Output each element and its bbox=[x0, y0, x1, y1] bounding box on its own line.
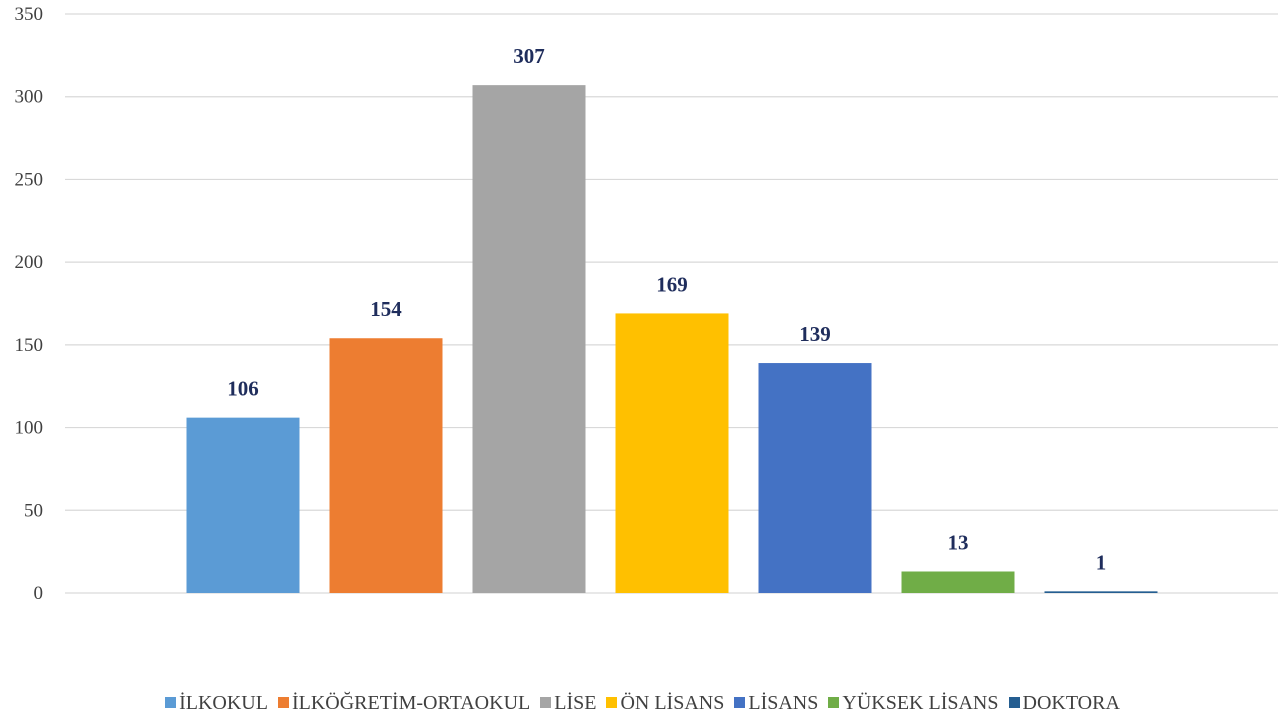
legend-item: İLKOKUL bbox=[165, 690, 268, 716]
legend-swatch bbox=[828, 697, 840, 708]
bar-3 bbox=[472, 85, 586, 594]
bar-4 bbox=[615, 313, 729, 593]
bar-5 bbox=[758, 363, 872, 593]
legend-label: YÜKSEK LİSANS bbox=[842, 692, 999, 714]
legend-swatch bbox=[540, 697, 552, 708]
y-tick-label: 250 bbox=[15, 169, 44, 190]
data-label: 169 bbox=[656, 272, 688, 296]
data-label: 13 bbox=[948, 530, 969, 554]
bar-2 bbox=[329, 338, 443, 593]
legend-swatch bbox=[1008, 697, 1020, 708]
legend-label: LİSANS bbox=[748, 692, 819, 714]
y-tick-label: 0 bbox=[34, 583, 44, 604]
legend-item: LİSANS bbox=[734, 690, 818, 716]
legend-swatch bbox=[734, 697, 746, 708]
legend-label: İLKÖĞRETİM-ORTAOKUL bbox=[291, 692, 531, 714]
y-axis: 0 50 100 150 200 250 300 350 bbox=[15, 4, 44, 604]
data-label: 1 bbox=[1096, 550, 1107, 574]
legend-label: DOKTORA bbox=[1022, 692, 1120, 714]
legend-swatch bbox=[165, 697, 177, 708]
data-labels: 106 154 307 169 139 13 1 bbox=[227, 44, 1106, 574]
bar-chart: 0 50 100 150 200 250 300 350 106 154 307 169 139 13 1 bbox=[15, 4, 1278, 604]
legend-item: LİSE bbox=[540, 690, 596, 716]
y-tick-label: 300 bbox=[15, 87, 44, 108]
legend-item: DOKTORA bbox=[1008, 690, 1120, 716]
legend-swatch bbox=[277, 697, 289, 708]
legend-label: İLKOKUL bbox=[179, 692, 268, 714]
y-tick-label: 350 bbox=[15, 4, 44, 25]
legend: İLKOKUL İLKÖĞRETİM-ORTAOKUL LİSE ÖN LİSANS L… bbox=[0, 690, 1285, 716]
bar-1 bbox=[186, 417, 300, 593]
bar-7 bbox=[1044, 591, 1158, 593]
legend-swatch bbox=[606, 697, 618, 708]
y-tick-label: 150 bbox=[15, 335, 44, 356]
legend-item: ÖN LİSANS bbox=[606, 690, 724, 716]
data-label: 307 bbox=[513, 44, 545, 68]
bar-6 bbox=[901, 571, 1015, 593]
y-tick-label: 200 bbox=[15, 252, 44, 273]
data-label: 106 bbox=[227, 377, 259, 401]
bars bbox=[186, 85, 1158, 594]
legend-item: İLKÖĞRETİM-ORTAOKUL bbox=[277, 690, 531, 716]
data-label: 154 bbox=[370, 297, 402, 321]
legend-item: YÜKSEK LİSANS bbox=[828, 690, 999, 716]
legend-label: ÖN LİSANS bbox=[620, 692, 725, 714]
legend-label: LİSE bbox=[554, 692, 597, 714]
y-tick-label: 100 bbox=[15, 418, 44, 439]
data-label: 139 bbox=[799, 322, 831, 346]
y-tick-label: 50 bbox=[24, 500, 43, 521]
